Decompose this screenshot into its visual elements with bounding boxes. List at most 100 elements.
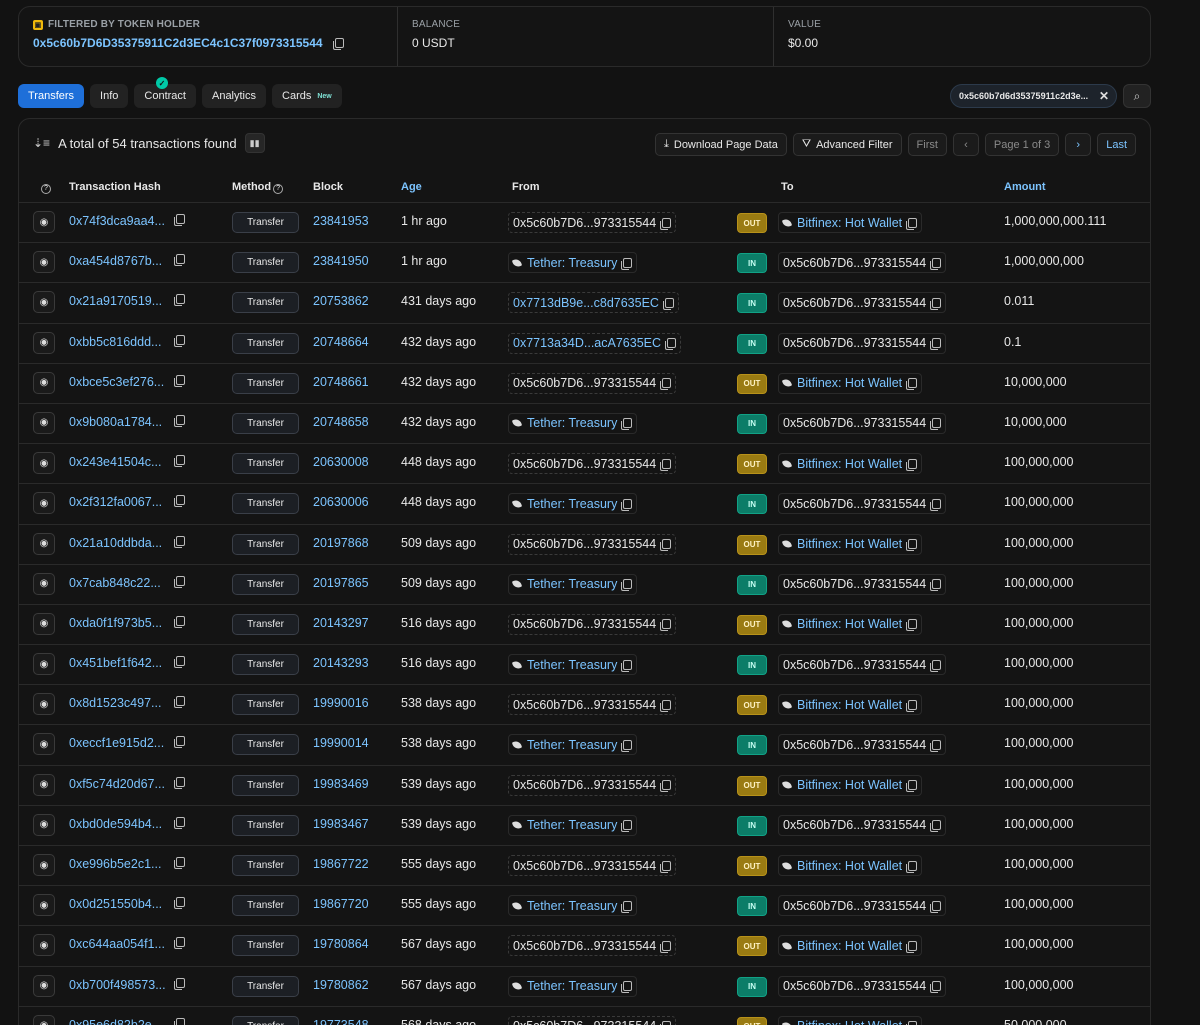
copy-icon[interactable] (930, 498, 942, 511)
tx-hash-link[interactable]: 0x451bef1f642... (69, 656, 163, 671)
copy-icon[interactable] (930, 338, 942, 351)
from-address[interactable]: 0x5c60b7D6...973315544 (508, 533, 677, 555)
view-details-button[interactable]: ◉ (33, 773, 55, 796)
tx-hash-link[interactable]: 0x243e41504c... (69, 455, 162, 470)
from-address[interactable]: Tether: Treasury (508, 412, 638, 434)
first-page-button[interactable]: First (907, 133, 947, 156)
copy-icon[interactable] (174, 977, 185, 990)
to-address[interactable]: 0x5c60b7D6...973315544 (778, 252, 947, 274)
copy-icon[interactable] (174, 937, 185, 950)
copy-icon[interactable] (660, 1021, 672, 1025)
from-address[interactable]: Tether: Treasury (508, 654, 638, 676)
from-address[interactable]: 0x5c60b7D6...973315544 (508, 694, 677, 716)
to-address[interactable]: 0x5c60b7D6...973315544 (778, 975, 947, 997)
block-link[interactable]: 23841953 (313, 214, 369, 228)
view-details-button[interactable]: ◉ (33, 291, 55, 314)
copy-icon[interactable] (930, 659, 942, 672)
tx-hash-link[interactable]: 0xa454d8767b... (69, 254, 163, 269)
copy-icon[interactable] (930, 981, 942, 994)
tx-hash-link[interactable]: 0xbd0de594b4... (69, 816, 163, 831)
block-link[interactable]: 20197865 (313, 575, 369, 590)
view-details-button[interactable]: ◉ (33, 371, 55, 394)
tx-hash-link[interactable]: 0x74f3dca9aa4... (69, 214, 165, 228)
copy-icon[interactable] (621, 579, 633, 592)
copy-icon[interactable] (174, 575, 185, 588)
to-address[interactable]: Bitfinex: Hot Wallet (778, 613, 923, 635)
from-address[interactable]: Tether: Treasury (508, 734, 638, 756)
copy-icon[interactable] (621, 820, 633, 833)
to-address[interactable]: 0x5c60b7D6...973315544 (778, 814, 947, 836)
to-address[interactable]: 0x5c60b7D6...973315544 (778, 332, 947, 354)
to-address[interactable]: Bitfinex: Hot Wallet (778, 935, 923, 957)
copy-icon[interactable] (174, 374, 185, 387)
copy-icon[interactable] (660, 619, 672, 632)
from-address[interactable]: 0x7713a34D...acA7635EC (508, 332, 682, 354)
to-address[interactable]: Bitfinex: Hot Wallet (778, 212, 923, 233)
info-icon[interactable]: ? (273, 183, 284, 194)
copy-icon[interactable] (174, 776, 185, 789)
from-address[interactable]: 0x5c60b7D6...973315544 (508, 1015, 677, 1025)
copy-icon[interactable] (906, 619, 918, 632)
block-link[interactable]: 19780862 (313, 977, 369, 992)
tx-hash-link[interactable]: 0xeccf1e915d2... (69, 736, 165, 751)
block-link[interactable]: 20143297 (313, 615, 369, 630)
block-link[interactable]: 19983467 (313, 816, 369, 831)
tab-info[interactable]: Info (90, 84, 129, 108)
holder-address[interactable]: 0x5c60b7D6D35375911C2d3EC4c1C37f09733155… (33, 36, 383, 50)
copy-icon[interactable] (660, 699, 672, 712)
copy-icon[interactable] (174, 214, 185, 226)
block-link[interactable]: 19867720 (313, 897, 369, 912)
copy-icon[interactable] (174, 495, 185, 508)
copy-icon[interactable] (174, 535, 185, 548)
view-details-button[interactable]: ◉ (33, 653, 55, 676)
block-link[interactable]: 20197868 (313, 535, 369, 550)
advanced-filter-button[interactable]: ⛛ Advanced Filter (792, 133, 902, 156)
view-details-button[interactable]: ◉ (33, 411, 55, 434)
view-details-button[interactable]: ◉ (33, 572, 55, 595)
from-address[interactable]: 0x5c60b7D6...973315544 (508, 372, 677, 394)
prev-page-button[interactable]: ‹ (952, 133, 979, 156)
from-address[interactable]: 0x5c60b7D6...973315544 (508, 774, 677, 796)
copy-icon[interactable] (906, 378, 918, 391)
from-address[interactable]: Tether: Treasury (508, 252, 638, 274)
to-address[interactable]: Bitfinex: Hot Wallet (778, 372, 923, 394)
clear-filter-icon[interactable]: ✕ (1098, 89, 1109, 103)
view-details-button[interactable]: ◉ (33, 251, 55, 274)
copy-icon[interactable] (665, 338, 677, 351)
copy-icon[interactable] (660, 940, 672, 953)
copy-icon[interactable] (930, 257, 942, 270)
to-address[interactable]: Bitfinex: Hot Wallet (778, 774, 923, 796)
tx-hash-link[interactable]: 0x95e6d82b2e... (69, 1017, 163, 1025)
copy-icon[interactable] (662, 297, 674, 310)
copy-icon[interactable] (174, 857, 185, 869)
block-link[interactable]: 19983469 (313, 776, 369, 791)
copy-icon[interactable] (930, 900, 942, 913)
copy-icon[interactable] (906, 780, 918, 793)
tx-hash-link[interactable]: 0x21a9170519... (69, 294, 163, 309)
tx-hash-link[interactable]: 0x8d1523c497... (69, 696, 162, 711)
tx-hash-link[interactable]: 0xbce5c3ef276... (69, 374, 165, 389)
tab-cards[interactable]: Cards New (272, 84, 342, 108)
block-link[interactable]: 23841950 (313, 254, 369, 269)
to-address[interactable]: Bitfinex: Hot Wallet (778, 694, 923, 716)
tx-hash-link[interactable]: 0xda0f1f973b5... (69, 615, 163, 630)
copy-icon[interactable] (906, 1021, 918, 1025)
copy-icon[interactable] (906, 217, 918, 230)
view-details-button[interactable]: ◉ (33, 1014, 55, 1025)
view-details-button[interactable]: ◉ (33, 854, 55, 876)
block-link[interactable]: 19990014 (313, 736, 369, 751)
copy-icon[interactable] (174, 414, 185, 427)
copy-icon[interactable] (930, 579, 942, 592)
block-link[interactable]: 20748658 (313, 414, 369, 429)
copy-icon[interactable] (174, 254, 185, 267)
copy-icon[interactable] (906, 940, 918, 953)
copy-icon[interactable] (621, 739, 633, 752)
copy-icon[interactable] (174, 455, 185, 468)
view-details-button[interactable]: ◉ (33, 612, 55, 635)
block-link[interactable]: 19780864 (313, 937, 369, 952)
tx-hash-link[interactable]: 0x2f312fa0067... (69, 495, 163, 510)
tab-transfers[interactable]: Transfers (18, 84, 85, 108)
view-details-button[interactable]: ◉ (33, 452, 55, 475)
sort-icon[interactable]: ⇣≡ (33, 136, 51, 150)
to-address[interactable]: Bitfinex: Hot Wallet (778, 533, 923, 555)
